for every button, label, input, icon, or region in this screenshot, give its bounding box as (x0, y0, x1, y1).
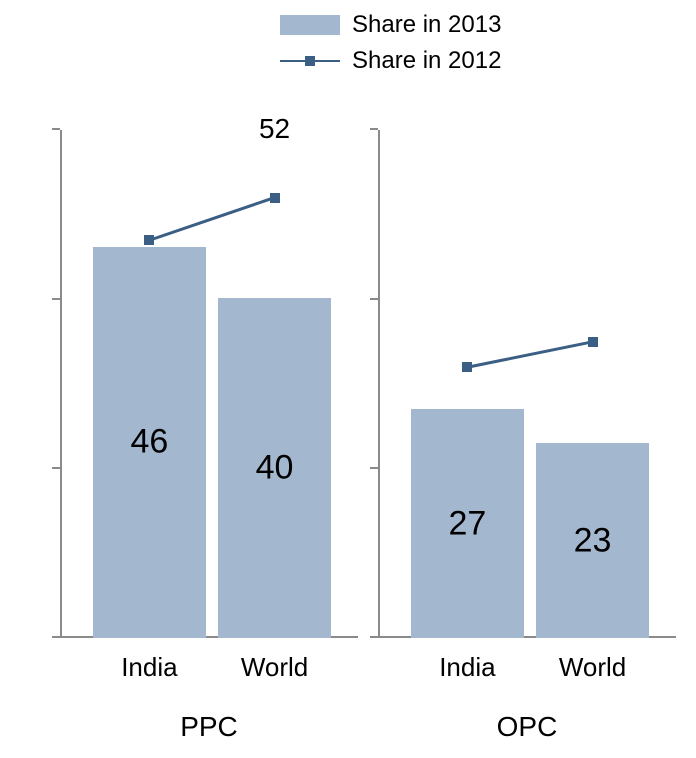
x-axis-label: World (241, 652, 308, 683)
bar-value-label: 23 (536, 521, 649, 560)
y-tick (52, 298, 60, 300)
legend-line-label: Share in 2012 (352, 47, 501, 75)
line-marker (144, 235, 154, 245)
bar: 46 (93, 247, 206, 638)
x-axis-label: India (439, 652, 495, 683)
legend-row-line: Share in 2012 (280, 46, 696, 76)
panel-title: PPC (60, 711, 358, 743)
panels: 46India40World52PPC27India23WorldOPC (60, 130, 676, 638)
bar-value-label: 27 (411, 504, 524, 543)
line-marker (462, 362, 472, 372)
plot-area: 46India40World52 (60, 130, 358, 638)
legend-swatch-line (280, 60, 340, 62)
y-tick (370, 636, 378, 638)
y-tick (370, 128, 378, 130)
legend: Share in 2013 Share in 2012 (280, 10, 696, 82)
y-tick (52, 128, 60, 130)
y-tick (370, 467, 378, 469)
bar: 40 (218, 298, 331, 638)
legend-row-bar: Share in 2013 (280, 10, 696, 40)
line-marker (588, 337, 598, 347)
chart-container: Share in 2013 Share in 2012 46India40Wor… (0, 0, 696, 758)
x-axis-label: India (121, 652, 177, 683)
bar-value-label: 46 (93, 423, 206, 462)
plot-area: 27India23World (378, 130, 676, 638)
legend-bar-label: Share in 2013 (352, 11, 501, 39)
bar-value-label: 40 (218, 448, 331, 487)
panel-opc: 27India23WorldOPC (378, 130, 676, 638)
bar: 23 (536, 443, 649, 638)
y-axis (378, 130, 380, 638)
line-marker (270, 193, 280, 203)
x-axis-label: World (559, 652, 626, 683)
y-tick (370, 298, 378, 300)
y-axis (60, 130, 62, 638)
panel-title: OPC (378, 711, 676, 743)
bar: 27 (411, 409, 524, 638)
line-value-label: 52 (259, 113, 290, 145)
y-tick (52, 636, 60, 638)
y-tick (52, 467, 60, 469)
legend-swatch-bar (280, 15, 340, 35)
panel-ppc: 46India40World52PPC (60, 130, 358, 638)
